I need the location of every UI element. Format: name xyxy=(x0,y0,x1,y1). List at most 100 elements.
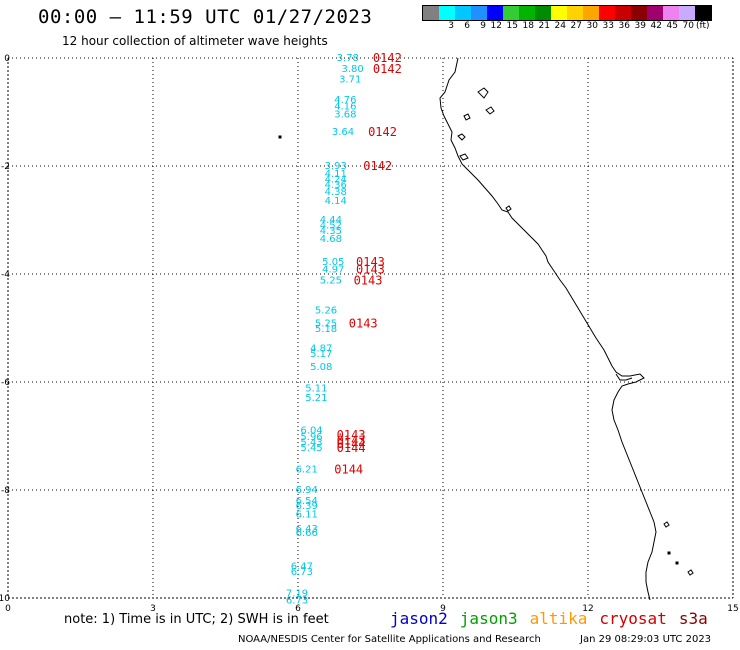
coastline-inlet xyxy=(615,373,633,381)
swh-label: 4.52 xyxy=(320,220,342,231)
island-2 xyxy=(485,106,495,115)
swh-label: 6.73 xyxy=(291,567,313,578)
legend-label: 45 xyxy=(666,21,678,31)
swh-label: 4.36 xyxy=(325,180,347,191)
swh-label: 6.94 xyxy=(296,485,318,496)
island-7 xyxy=(663,521,670,528)
y-tick-label: -8 xyxy=(1,486,10,496)
time-label: 0144 xyxy=(337,441,366,455)
legend-swatch xyxy=(535,6,551,20)
footer-note: note: 1) Time is in UTC; 2) SWH is in fe… xyxy=(64,612,329,627)
time-label: 0143 xyxy=(337,428,366,442)
island-5 xyxy=(459,153,469,161)
time-label: 0144 xyxy=(337,437,366,451)
legend-label: 3 xyxy=(448,21,454,31)
x-tick-label: 3 xyxy=(150,604,156,614)
time-label-layer: 0142014201420142014301430143014301430143… xyxy=(334,51,402,476)
map-title: 00:00 – 11:59 UTC 01/27/2023 xyxy=(38,6,373,28)
swh-label: 3.68 xyxy=(334,110,356,121)
x-tick-label: 12 xyxy=(582,604,593,614)
legend-label: 30 xyxy=(586,21,598,31)
swh-label: 4.16 xyxy=(334,102,356,113)
footer-timestamp: Jan 29 08:29:03 UTC 2023 xyxy=(580,634,712,645)
swh-label: 4.76 xyxy=(334,95,356,106)
swh-label: 5.21 xyxy=(305,393,327,404)
island-9 xyxy=(675,561,679,565)
y-tick-label: -2 xyxy=(1,162,10,172)
swh-label: 5.26 xyxy=(315,306,337,317)
x-tick-label: 6 xyxy=(295,604,301,614)
satellite-jason3: jason3 xyxy=(459,609,518,628)
x-tick-label: 0 xyxy=(5,604,11,614)
swh-label: 5.17 xyxy=(310,349,332,360)
legend-label: 42 xyxy=(650,21,662,31)
time-label: 0143 xyxy=(356,263,385,277)
time-label: 0143 xyxy=(354,273,383,287)
legend-label: 33 xyxy=(602,21,614,31)
legend-label: 9 xyxy=(480,21,486,31)
swh-label: 6.43 xyxy=(296,524,318,535)
swh-label: 5.43 xyxy=(300,437,322,448)
legend-label: 36 xyxy=(618,21,630,31)
legend-labels: 3 6 9 12 15 18 21 24 27 30 33 36 39 42 45 70 (ft) xyxy=(422,21,712,31)
swh-label: 7.19 xyxy=(286,589,308,600)
legend-swatch xyxy=(455,6,471,20)
legend-label: 27 xyxy=(570,21,582,31)
swh-label: 4.24 xyxy=(325,175,347,186)
legend-swatch xyxy=(519,6,535,20)
x-tick-label: 9 xyxy=(440,604,446,614)
legend-swatches xyxy=(422,5,712,21)
island-11 xyxy=(278,135,282,139)
swh-label: 4.11 xyxy=(325,169,347,180)
map-frame xyxy=(7,57,734,599)
time-label: 0143 xyxy=(356,255,385,269)
island-8 xyxy=(667,551,671,555)
swh-label: 4.87 xyxy=(310,344,332,355)
island-10 xyxy=(687,569,694,576)
island-3 xyxy=(463,113,471,121)
time-label: 0142 xyxy=(373,62,402,76)
swh-label: 3.64 xyxy=(332,127,354,138)
map-grid: 0 3 6 9 12 15 0 -2 -4 -6 -8 -10 xyxy=(0,54,739,614)
legend-swatch xyxy=(599,6,615,20)
swh-label: 6.39 xyxy=(296,501,318,512)
swh-label: 6.21 xyxy=(296,464,318,475)
swh-label: 4.97 xyxy=(322,265,344,276)
swh-label-layer: 3.783.803.71 4.764.163.68 3.64 3.934.114.24… xyxy=(286,53,364,607)
legend-label: 24 xyxy=(554,21,566,31)
legend-swatch xyxy=(663,6,679,20)
map-subtitle: 12 hour collection of altimeter wave hei… xyxy=(62,34,328,48)
swh-label: 5.11 xyxy=(305,383,327,394)
time-label: 0143 xyxy=(349,317,378,331)
legend-swatch xyxy=(631,6,647,20)
legend-label: 21 xyxy=(538,21,550,31)
y-tick-label: -4 xyxy=(1,270,10,280)
island-1 xyxy=(477,87,489,99)
swh-label: 4.38 xyxy=(325,187,347,198)
time-label: 0144 xyxy=(334,462,363,476)
coastline xyxy=(278,57,694,601)
legend-swatch xyxy=(551,6,567,20)
swh-label: 4.14 xyxy=(325,196,347,207)
satellite-legend: jason2 jason3 altika cryosat s3a xyxy=(390,609,720,628)
island-6 xyxy=(505,205,512,212)
swh-label: 6.04 xyxy=(300,426,322,437)
swh-label: 5.25 xyxy=(320,275,342,286)
time-label: 0142 xyxy=(368,125,397,139)
island-4 xyxy=(457,133,466,141)
swh-label: 3.78 xyxy=(337,53,359,64)
swh-label: 6.11 xyxy=(296,509,318,520)
swh-label: 6.54 xyxy=(296,496,318,507)
legend-swatch xyxy=(583,6,599,20)
legend-swatch xyxy=(679,6,695,20)
satellite-altika: altika xyxy=(529,609,588,628)
color-legend: 3 6 9 12 15 18 21 24 27 30 33 36 39 42 45 70 (ft) xyxy=(422,5,712,31)
time-label: 0143 xyxy=(337,433,366,447)
legend-label: 12 xyxy=(490,21,502,31)
satellite-jason2: jason2 xyxy=(390,609,448,628)
swh-label: 5.05 xyxy=(322,257,344,268)
legend-label: 18 xyxy=(522,21,534,31)
legend-swatch xyxy=(471,6,487,20)
x-tick-label: 15 xyxy=(727,604,738,614)
